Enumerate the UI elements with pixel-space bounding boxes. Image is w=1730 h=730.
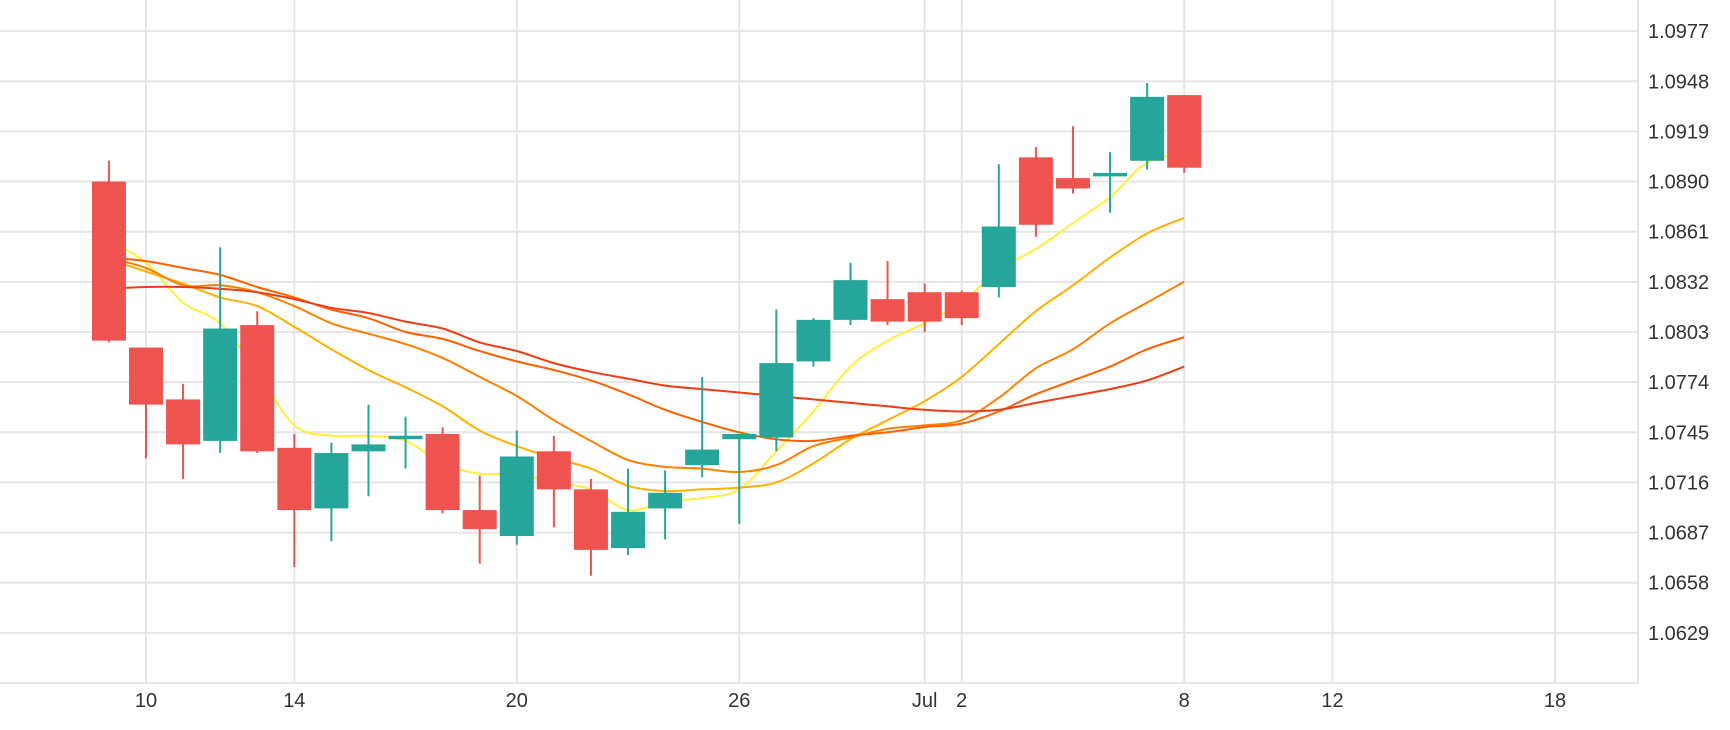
y-tick-label: 1.0745	[1648, 422, 1709, 444]
y-tick-label: 1.0658	[1648, 573, 1709, 595]
y-tick-label: 1.0861	[1648, 222, 1709, 244]
y-tick-label: 1.0629	[1648, 623, 1709, 645]
candle-body	[611, 511, 646, 549]
candles	[91, 82, 1202, 576]
candle-body	[648, 492, 683, 509]
y-tick-label: 1.0890	[1648, 172, 1709, 194]
candle-body	[1018, 157, 1053, 225]
candle-body	[240, 325, 275, 452]
candle-body	[388, 435, 423, 440]
candle-up	[203, 247, 238, 454]
y-tick-label: 1.0803	[1648, 322, 1709, 344]
candle-down	[907, 283, 942, 332]
candle-down	[573, 478, 608, 576]
candle-down	[91, 160, 126, 343]
candle-body	[796, 319, 831, 362]
candle-up	[351, 404, 386, 497]
candle-body	[1167, 95, 1202, 168]
candle-down	[870, 261, 905, 326]
candle-body	[1130, 96, 1165, 161]
x-tick-label: 14	[283, 690, 305, 712]
candle-up	[1130, 82, 1165, 170]
y-tick-label: 1.0687	[1648, 523, 1709, 545]
candle-up	[648, 470, 683, 540]
candle-body	[91, 181, 126, 341]
horizontal-gridlines	[0, 0, 1639, 684]
candle-body	[833, 280, 868, 320]
ma-line-3	[108, 256, 1185, 474]
candle-body	[499, 456, 534, 537]
y-axis-labels: 1.0629 1.0658 1.0687 1.0716 1.0745 1.0774 1.08…	[1648, 21, 1709, 645]
x-tick-label: 10	[135, 690, 157, 712]
candle-down	[536, 435, 571, 528]
candle-body	[981, 226, 1016, 288]
candle-down	[1167, 95, 1202, 173]
candle-up	[388, 416, 423, 469]
candle-up	[796, 318, 831, 367]
candle-body	[462, 510, 497, 530]
candle-up	[499, 430, 534, 545]
candle-body	[722, 434, 757, 440]
x-tick-label: 2	[956, 690, 967, 712]
candle-down	[166, 383, 201, 479]
candle-body	[944, 292, 979, 319]
vertical-gridlines	[145, 0, 1556, 683]
candle-body	[203, 328, 238, 441]
candle-down	[1018, 146, 1053, 237]
x-tick-label: 12	[1321, 690, 1343, 712]
candle-body	[573, 489, 608, 550]
candle-body	[1055, 178, 1090, 189]
candle-up	[759, 309, 794, 452]
candle-up	[314, 442, 349, 542]
candle-body	[1093, 172, 1128, 177]
x-axis-labels: 10 14 20 26 Jul 2 8 12 18	[135, 690, 1566, 712]
candle-down	[277, 434, 312, 568]
candle-up	[833, 262, 868, 326]
y-tick-label: 1.0919	[1648, 121, 1709, 143]
x-tick-label: 20	[506, 690, 528, 712]
candle-body	[277, 447, 312, 511]
candle-body	[425, 434, 460, 511]
candle-up	[611, 468, 646, 556]
candle-down	[425, 427, 460, 514]
candle-down	[944, 290, 979, 326]
y-tick-label: 1.0832	[1648, 272, 1709, 294]
y-tick-label: 1.0774	[1648, 372, 1709, 394]
y-tick-label: 1.0977	[1648, 21, 1709, 43]
candle-body	[536, 451, 571, 490]
candle-up	[1093, 152, 1128, 213]
ma-line-5	[108, 285, 1185, 413]
candle-body	[907, 292, 942, 322]
x-tick-label: 8	[1179, 690, 1190, 712]
candle-up	[981, 164, 1016, 298]
candle-down	[1055, 126, 1090, 194]
candle-up	[722, 434, 757, 524]
candle-down	[240, 311, 275, 454]
candle-body	[314, 453, 349, 509]
y-tick-label: 1.0948	[1648, 71, 1709, 93]
y-tick-label: 1.0716	[1648, 472, 1709, 494]
ma-line-2	[108, 216, 1185, 493]
x-tick-label: Jul	[912, 690, 938, 712]
candle-body	[351, 444, 386, 452]
candle-body	[870, 299, 905, 322]
candle-body	[129, 347, 163, 405]
candle-body	[166, 399, 201, 445]
candle-down	[129, 347, 163, 459]
candle-up	[685, 376, 720, 478]
x-tick-label: 26	[728, 690, 750, 712]
x-tick-label: 18	[1544, 690, 1566, 712]
candle-down	[462, 475, 497, 564]
candle-body	[685, 449, 720, 466]
candle-body	[759, 363, 794, 438]
